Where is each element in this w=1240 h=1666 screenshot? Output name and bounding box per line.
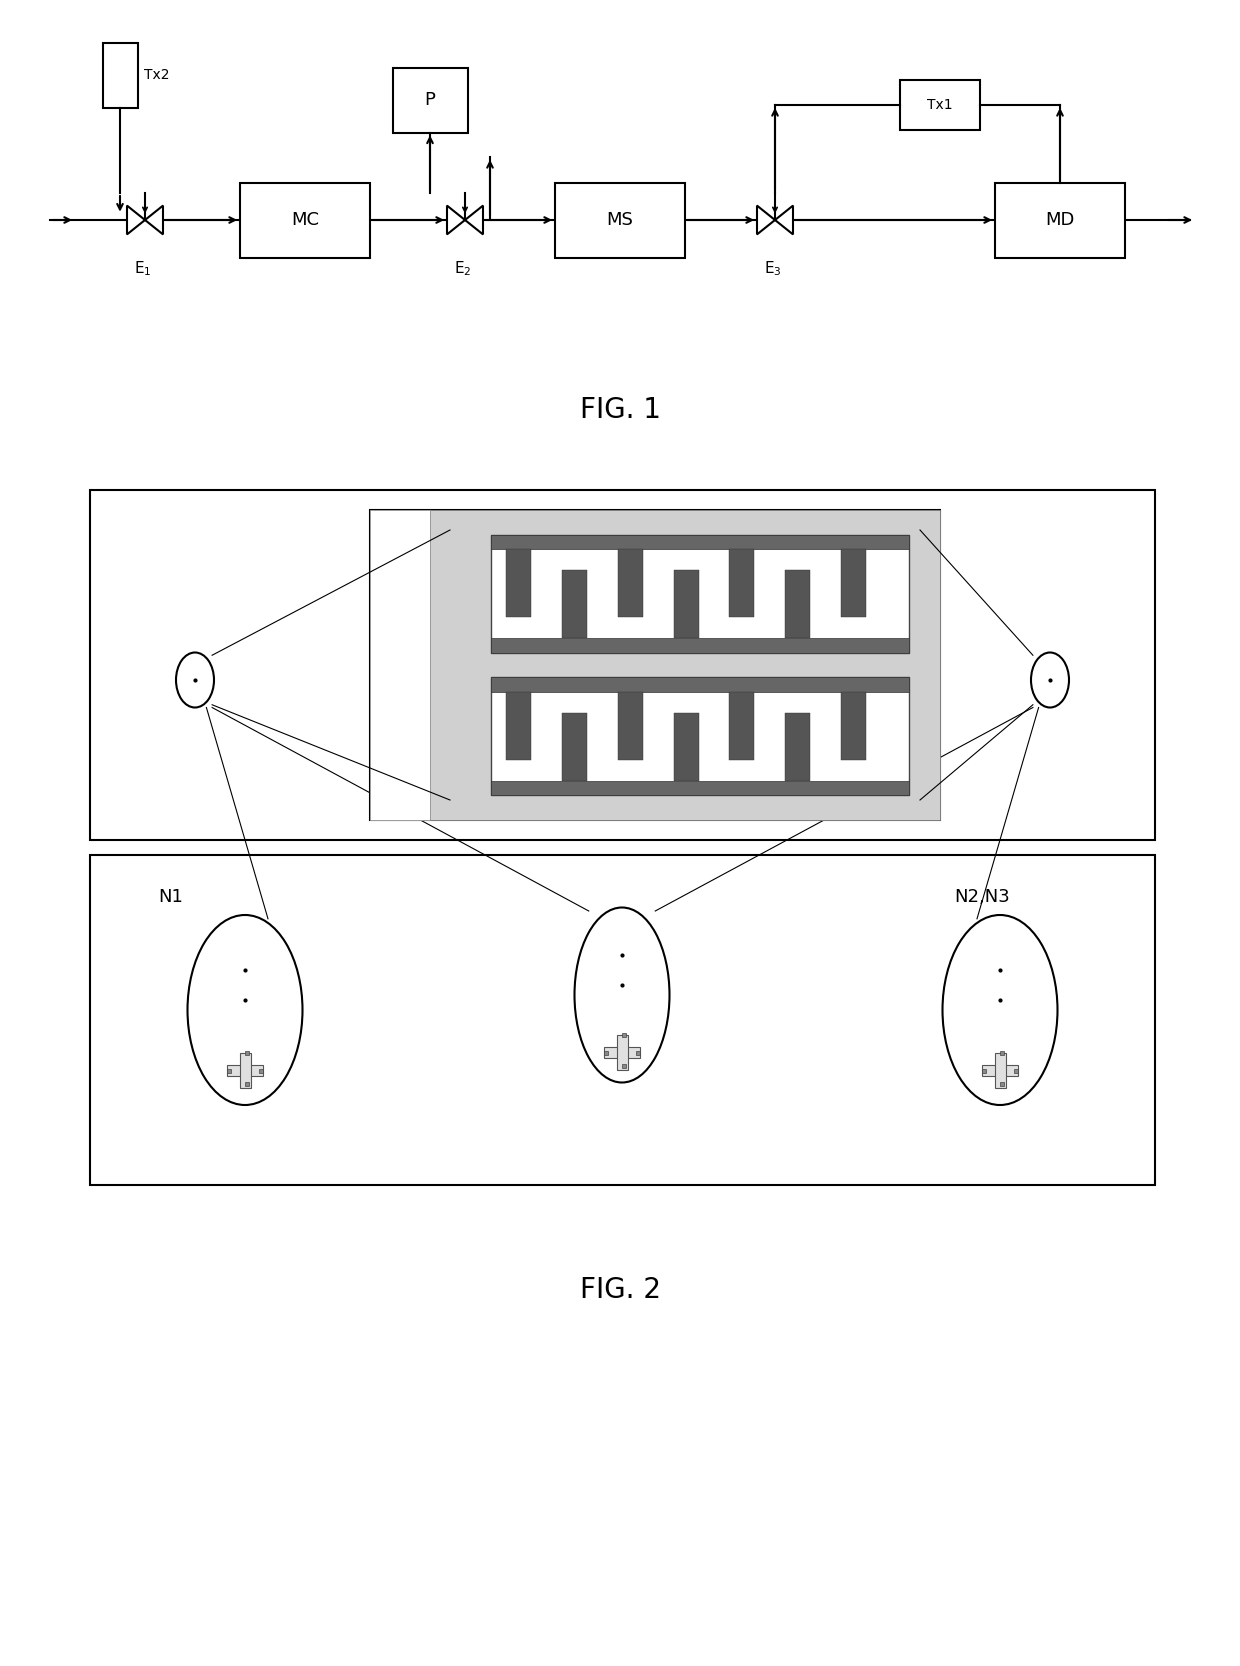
Bar [900,80,980,130]
Bar [999,1051,1004,1055]
Bar [370,510,940,820]
Bar [430,510,940,820]
Bar [370,510,430,820]
Bar [841,548,866,618]
Bar [562,713,587,781]
Text: MC: MC [291,212,319,228]
Bar [491,678,909,795]
Polygon shape [126,205,145,235]
Bar [604,1051,609,1055]
Bar [1013,1070,1018,1073]
Ellipse shape [187,915,303,1105]
Text: FIG. 1: FIG. 1 [579,397,661,425]
Text: N1: N1 [159,888,184,906]
Bar [616,1035,627,1070]
Bar [491,678,909,691]
Bar [239,1053,250,1088]
Bar [556,183,684,258]
Bar [999,1083,1004,1086]
Ellipse shape [1030,653,1069,708]
Bar [994,1053,1006,1088]
Bar [604,1048,640,1058]
Bar [506,548,531,618]
Bar [994,183,1125,258]
Bar [618,691,642,760]
Bar [491,535,909,653]
Bar [103,43,138,108]
Bar [259,1070,263,1073]
Bar [622,1065,626,1068]
Text: E$_2$: E$_2$ [454,260,471,278]
Bar [729,691,754,760]
Bar [241,183,370,258]
Text: Tx1: Tx1 [928,98,952,112]
Bar [562,570,587,638]
Bar [673,570,698,638]
Bar [636,1051,640,1055]
Text: MD: MD [1045,212,1075,228]
Bar [491,638,909,653]
Bar [246,1083,249,1086]
Bar [841,691,866,760]
Text: E$_1$: E$_1$ [134,260,151,278]
Bar [91,490,1154,840]
Bar [393,68,467,133]
Bar [618,548,642,618]
Bar [246,1051,249,1055]
Bar [785,570,810,638]
Text: Tx2: Tx2 [145,68,170,82]
Bar [982,1065,1018,1076]
Bar [491,781,909,795]
Ellipse shape [942,915,1058,1105]
Polygon shape [465,205,484,235]
Bar [227,1070,232,1073]
Bar [729,548,754,618]
Text: FIG. 2: FIG. 2 [579,1276,661,1304]
Bar [227,1065,263,1076]
Text: N2,N3: N2,N3 [954,888,1009,906]
Bar [491,535,909,548]
Ellipse shape [176,653,215,708]
Bar [673,713,698,781]
Text: P: P [424,92,435,108]
Polygon shape [145,205,162,235]
Bar [506,691,531,760]
Text: MS: MS [606,212,634,228]
Polygon shape [775,205,794,235]
Ellipse shape [574,908,670,1083]
Bar [91,855,1154,1185]
Polygon shape [756,205,775,235]
Bar [785,713,810,781]
Text: E$_3$: E$_3$ [764,260,782,278]
Bar [622,1033,626,1038]
Bar [982,1070,986,1073]
Polygon shape [446,205,465,235]
